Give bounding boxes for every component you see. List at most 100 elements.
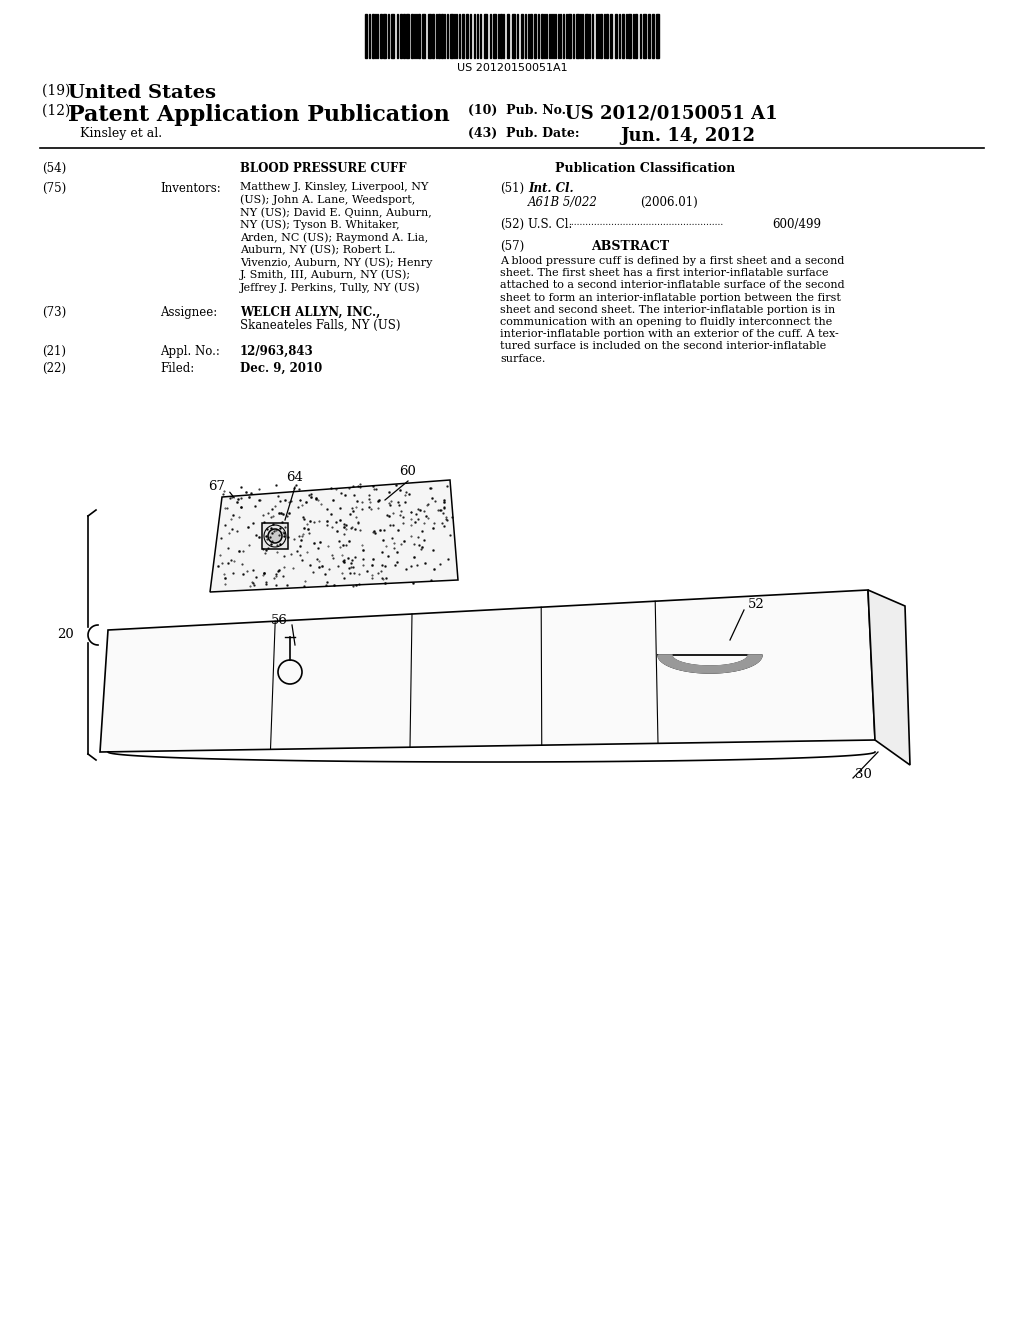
Text: Appl. No.:: Appl. No.: xyxy=(160,345,220,358)
Polygon shape xyxy=(658,655,762,673)
Text: (2006.01): (2006.01) xyxy=(640,195,697,209)
Bar xyxy=(406,15,409,58)
Bar xyxy=(380,15,382,58)
Bar xyxy=(450,15,453,58)
Bar xyxy=(585,15,588,58)
Bar xyxy=(530,15,532,58)
Text: BLOOD PRESSURE CUFF: BLOOD PRESSURE CUFF xyxy=(240,162,407,176)
Bar xyxy=(628,15,631,58)
Text: Jeffrey J. Perkins, Tully, NY (US): Jeffrey J. Perkins, Tully, NY (US) xyxy=(240,282,421,293)
Bar xyxy=(600,15,602,58)
Bar xyxy=(500,15,502,58)
Bar xyxy=(462,15,464,58)
Text: tured surface is included on the second interior-inflatable: tured surface is included on the second … xyxy=(500,342,826,351)
Text: US 2012/0150051 A1: US 2012/0150051 A1 xyxy=(565,104,777,121)
Bar xyxy=(648,15,650,58)
Bar xyxy=(484,15,487,58)
Text: Vivenzio, Auburn, NY (US); Henry: Vivenzio, Auburn, NY (US); Henry xyxy=(240,257,432,268)
Text: Jun. 14, 2012: Jun. 14, 2012 xyxy=(620,127,755,145)
Text: United States: United States xyxy=(68,84,216,102)
Circle shape xyxy=(268,529,282,543)
Bar xyxy=(466,15,468,58)
Text: NY (US); David E. Quinn, Auburn,: NY (US); David E. Quinn, Auburn, xyxy=(240,207,432,218)
Text: (52): (52) xyxy=(500,218,524,231)
Text: Matthew J. Kinsley, Liverpool, NY: Matthew J. Kinsley, Liverpool, NY xyxy=(240,182,428,191)
Text: sheet and second sheet. The interior-inflatable portion is in: sheet and second sheet. The interior-inf… xyxy=(500,305,836,314)
Bar xyxy=(656,15,659,58)
Text: (57): (57) xyxy=(500,240,524,253)
Polygon shape xyxy=(210,480,458,591)
Text: Dec. 9, 2010: Dec. 9, 2010 xyxy=(240,362,323,375)
Text: A blood pressure cuff is defined by a first sheet and a second: A blood pressure cuff is defined by a fi… xyxy=(500,256,845,267)
Text: ABSTRACT: ABSTRACT xyxy=(591,240,669,253)
Text: Int. Cl.: Int. Cl. xyxy=(528,182,573,195)
Bar xyxy=(428,15,431,58)
Text: (US); John A. Lane, Weedsport,: (US); John A. Lane, Weedsport, xyxy=(240,194,416,205)
Text: (51): (51) xyxy=(500,182,524,195)
Text: (21): (21) xyxy=(42,345,66,358)
Bar xyxy=(383,15,386,58)
Bar xyxy=(512,15,515,58)
Text: NY (US); Tyson B. Whitaker,: NY (US); Tyson B. Whitaker, xyxy=(240,219,399,230)
Bar xyxy=(493,15,496,58)
Bar xyxy=(438,15,440,58)
Text: US 20120150051A1: US 20120150051A1 xyxy=(457,63,567,73)
Text: ......................................................: ........................................… xyxy=(568,218,723,227)
Text: (43)  Pub. Date:: (43) Pub. Date: xyxy=(468,127,580,140)
Text: Publication Classification: Publication Classification xyxy=(555,162,735,176)
Polygon shape xyxy=(100,590,874,752)
Bar xyxy=(403,15,406,58)
Bar xyxy=(610,15,612,58)
Text: 20: 20 xyxy=(57,628,74,642)
Text: sheet to form an interior-inflatable portion between the first: sheet to form an interior-inflatable por… xyxy=(500,293,841,302)
Bar xyxy=(541,15,543,58)
Bar xyxy=(635,15,637,58)
Text: (10)  Pub. No.:: (10) Pub. No.: xyxy=(468,104,570,117)
Text: Inventors:: Inventors: xyxy=(160,182,221,195)
Bar xyxy=(400,15,402,58)
Bar xyxy=(441,15,443,58)
Bar xyxy=(411,15,413,58)
Text: 12/963,843: 12/963,843 xyxy=(240,345,313,358)
Bar xyxy=(507,15,509,58)
Text: 600/499: 600/499 xyxy=(772,218,821,231)
Text: A61B 5/022: A61B 5/022 xyxy=(528,195,598,209)
Bar xyxy=(521,15,523,58)
Text: J. Smith, III, Auburn, NY (US);: J. Smith, III, Auburn, NY (US); xyxy=(240,269,411,280)
Text: Assignee:: Assignee: xyxy=(160,306,217,319)
Text: 56: 56 xyxy=(271,614,288,627)
Text: communication with an opening to fluidly interconnect the: communication with an opening to fluidly… xyxy=(500,317,833,327)
Bar xyxy=(391,15,394,58)
Text: 52: 52 xyxy=(748,598,765,611)
Text: (75): (75) xyxy=(42,182,67,195)
Text: Filed:: Filed: xyxy=(160,362,195,375)
Text: Auburn, NY (US); Robert L.: Auburn, NY (US); Robert L. xyxy=(240,244,395,255)
Bar xyxy=(534,15,536,58)
Text: (54): (54) xyxy=(42,162,67,176)
Text: 60: 60 xyxy=(399,465,417,478)
Bar xyxy=(418,15,420,58)
Text: (12): (12) xyxy=(42,104,75,117)
Text: Skaneateles Falls, NY (US): Skaneateles Falls, NY (US) xyxy=(240,319,400,333)
Text: 67: 67 xyxy=(208,479,225,492)
Bar xyxy=(365,15,367,58)
Text: 64: 64 xyxy=(287,471,303,484)
Text: U.S. Cl.: U.S. Cl. xyxy=(528,218,572,231)
Text: (73): (73) xyxy=(42,306,67,319)
Bar xyxy=(372,15,374,58)
Polygon shape xyxy=(868,590,910,766)
Bar xyxy=(643,15,646,58)
Bar xyxy=(568,15,571,58)
Bar xyxy=(622,15,624,58)
Bar xyxy=(606,15,608,58)
Text: (22): (22) xyxy=(42,362,66,375)
Bar xyxy=(615,15,617,58)
Text: Arden, NC (US); Raymond A. Lia,: Arden, NC (US); Raymond A. Lia, xyxy=(240,232,428,243)
Text: surface.: surface. xyxy=(500,354,546,363)
Text: sheet. The first sheet has a first interior-inflatable surface: sheet. The first sheet has a first inter… xyxy=(500,268,828,279)
Text: 30: 30 xyxy=(855,768,871,781)
Text: attached to a second interior-inflatable surface of the second: attached to a second interior-inflatable… xyxy=(500,280,845,290)
Bar xyxy=(422,15,425,58)
Bar xyxy=(652,15,654,58)
Text: (19): (19) xyxy=(42,84,75,98)
